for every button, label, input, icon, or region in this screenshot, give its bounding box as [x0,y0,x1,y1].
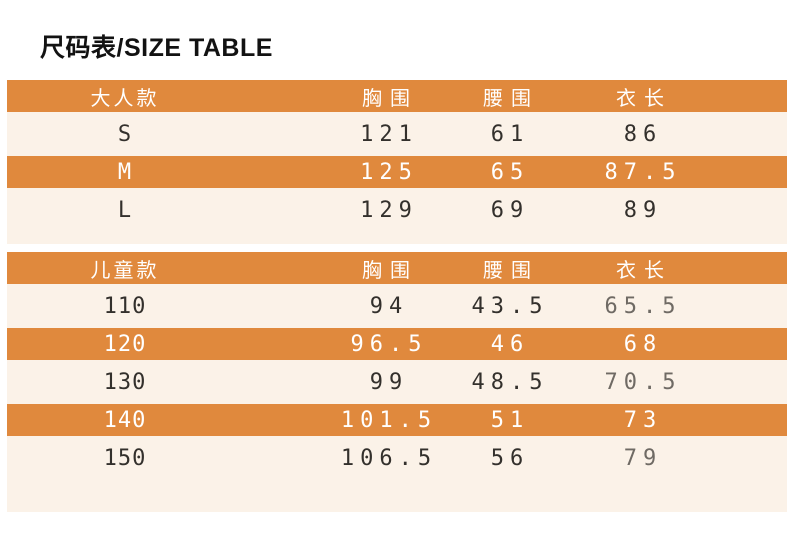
chest-value-cell: 106.5 [340,445,438,471]
waist-value-cell: 46 [490,331,530,357]
length-column-header: 衣长 [616,87,672,110]
size-label-cell: 130 [103,369,147,395]
table-row-size-m: M 125 65 87.5 [7,156,787,188]
kids-table-header-row: 儿童款 胸围 腰围 衣长 [7,252,787,284]
table-row-size-110: 110 94 43.5 65.5 [7,284,787,328]
size-label-cell: 140 [103,407,147,433]
table-row-size-150: 150 106.5 56 79 [7,436,787,480]
length-value-cell: 65.5 [604,293,682,319]
chest-value-cell: 101.5 [340,407,438,433]
length-value-cell: 73 [623,407,663,433]
table-row-size-l: L 129 69 89 [7,188,787,232]
chest-value-cell: 129 [360,197,418,223]
length-value-cell: 89 [623,197,663,223]
waist-value-cell: 56 [490,445,530,471]
size-label-cell: S [117,121,133,147]
adult-table-header-row: 大人款 胸围 腰围 衣长 [7,80,787,112]
size-label-cell: M [117,159,133,185]
kids-category-header: 儿童款 [90,259,160,282]
kids-size-table: 儿童款 胸围 腰围 衣长 110 94 43.5 65.5 120 96.5 4… [7,252,787,512]
size-label-cell: 110 [103,293,147,319]
chest-column-header: 胸围 [362,87,418,110]
length-value-cell: 79 [623,445,663,471]
page-title: 尺码表/SIZE TABLE [40,34,273,62]
waist-column-header: 腰围 [483,87,539,110]
waist-value-cell: 43.5 [471,293,549,319]
waist-value-cell: 51 [490,407,530,433]
table-row-size-130: 130 99 48.5 70.5 [7,360,787,404]
waist-value-cell: 61 [490,121,530,147]
table-footer-padding [7,480,787,512]
waist-value-cell: 65 [490,159,530,185]
adult-category-header: 大人款 [90,87,160,110]
chest-value-cell: 99 [369,369,409,395]
length-value-cell: 70.5 [604,369,682,395]
table-row-size-140: 140 101.5 51 73 [7,404,787,436]
table-row-size-120: 120 96.5 46 68 [7,328,787,360]
size-label-cell: 150 [103,445,147,471]
table-footer-padding [7,232,787,244]
length-value-cell: 68 [623,331,663,357]
size-label-cell: 120 [103,331,147,357]
table-row-size-s: S 121 61 86 [7,112,787,156]
chest-value-cell: 125 [360,159,418,185]
chest-value-cell: 96.5 [350,331,428,357]
chest-value-cell: 94 [369,293,409,319]
length-column-header: 衣长 [616,259,672,282]
length-value-cell: 86 [623,121,663,147]
waist-column-header: 腰围 [483,259,539,282]
adult-size-table: 大人款 胸围 腰围 衣长 S 121 61 86 M 125 65 87.5 L… [7,80,787,244]
waist-value-cell: 69 [490,197,530,223]
size-label-cell: L [117,197,133,223]
chest-value-cell: 121 [360,121,418,147]
waist-value-cell: 48.5 [471,369,549,395]
chest-column-header: 胸围 [362,259,418,282]
length-value-cell: 87.5 [604,159,682,185]
